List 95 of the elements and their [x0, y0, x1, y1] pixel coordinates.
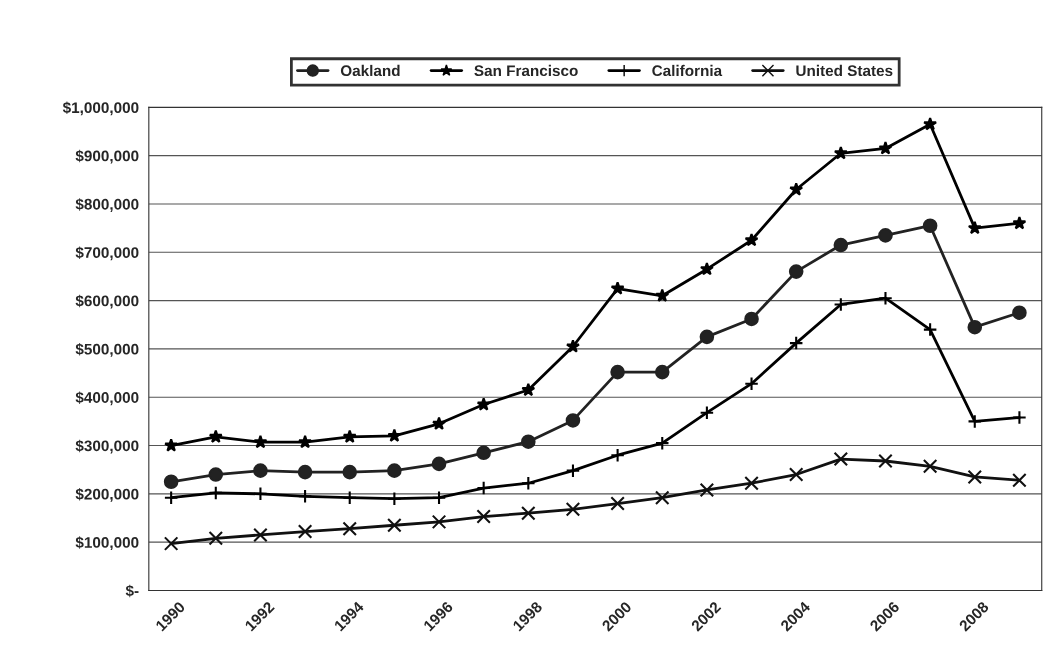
point	[699, 261, 714, 276]
legend-label: Oakland	[340, 64, 400, 77]
point	[1012, 216, 1027, 230]
point	[1012, 473, 1027, 488]
point	[387, 517, 402, 533]
y-tick-label: $1,000,000	[62, 101, 139, 116]
point	[476, 445, 491, 461]
point	[476, 397, 491, 411]
point	[298, 434, 313, 449]
point	[387, 463, 402, 478]
point	[163, 490, 179, 506]
point	[297, 524, 313, 539]
point	[431, 490, 447, 506]
y-tick-label: $800,000	[75, 198, 139, 212]
point	[521, 475, 536, 491]
y-tick-label: $-	[125, 584, 139, 598]
point	[476, 509, 491, 524]
y-tick-label: $400,000	[75, 391, 139, 406]
y-tick-label: $600,000	[75, 294, 139, 309]
point	[610, 364, 625, 380]
point	[788, 335, 804, 351]
point	[208, 429, 223, 443]
point	[163, 536, 179, 551]
point	[253, 486, 268, 502]
point	[565, 502, 581, 517]
point	[610, 496, 625, 511]
y-tick-label: $700,000	[75, 246, 139, 261]
point	[833, 451, 849, 467]
point	[342, 429, 357, 443]
point	[521, 505, 536, 521]
point	[253, 434, 268, 449]
point	[342, 490, 358, 506]
point	[654, 490, 670, 506]
point	[387, 428, 402, 442]
point	[431, 456, 447, 472]
y-tick-label: $500,000	[75, 343, 139, 357]
point	[967, 319, 983, 335]
point	[788, 264, 804, 279]
point	[163, 474, 179, 490]
legend-label: California	[652, 64, 723, 77]
point	[878, 290, 893, 306]
point	[610, 447, 625, 463]
point	[699, 329, 715, 345]
point	[387, 491, 402, 506]
point	[208, 467, 224, 482]
point	[922, 218, 938, 234]
point	[565, 339, 580, 353]
y-tick-label: $100,000	[75, 536, 139, 551]
point	[788, 467, 804, 482]
point	[744, 311, 759, 327]
point	[297, 488, 313, 504]
point	[253, 527, 268, 543]
point	[208, 485, 224, 501]
point	[297, 464, 313, 480]
point	[431, 514, 447, 530]
point	[1012, 410, 1027, 425]
point	[878, 141, 893, 155]
point	[476, 480, 491, 496]
point	[655, 288, 670, 302]
point	[699, 482, 715, 498]
point	[565, 413, 581, 428]
point	[208, 531, 224, 546]
point	[253, 463, 268, 478]
y-tick-label: $300,000	[75, 439, 139, 454]
point	[922, 322, 938, 337]
point	[654, 364, 670, 380]
point	[833, 297, 849, 312]
y-tick-label: $200,000	[75, 488, 139, 502]
point	[521, 382, 536, 397]
legend-label: San Francisco	[474, 64, 578, 77]
point	[833, 145, 848, 160]
point	[565, 463, 581, 478]
point	[699, 405, 715, 420]
point	[342, 464, 358, 480]
legend-label: United States	[796, 64, 893, 77]
point	[432, 416, 446, 430]
point	[342, 521, 358, 536]
point	[789, 182, 804, 196]
point	[923, 116, 938, 131]
point	[654, 435, 670, 451]
point	[967, 220, 982, 235]
point	[967, 414, 983, 429]
point	[878, 453, 893, 469]
point	[610, 281, 625, 295]
point	[878, 228, 893, 243]
point	[922, 459, 938, 474]
point	[744, 475, 759, 491]
point	[744, 232, 759, 247]
point	[744, 376, 759, 391]
point	[521, 434, 536, 449]
point	[967, 469, 983, 485]
point	[1012, 305, 1027, 320]
point	[833, 237, 849, 253]
point	[164, 438, 179, 452]
y-tick-label: $900,000	[75, 149, 139, 164]
